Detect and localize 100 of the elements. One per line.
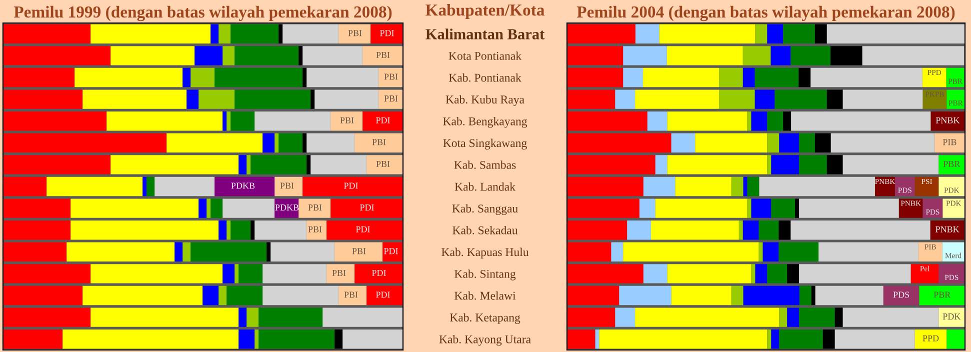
- bar: [106, 112, 223, 131]
- bar: [567, 46, 624, 66]
- bar: [774, 90, 827, 109]
- annotation: PBI: [352, 248, 366, 254]
- annotation: PPD: [922, 335, 939, 342]
- bar: [731, 286, 744, 306]
- bar: [791, 112, 931, 131]
- bar: [186, 90, 199, 109]
- bar: [767, 112, 784, 131]
- bar: [758, 220, 779, 240]
- bar: [378, 68, 403, 88]
- y-tick-label: Kab. Sekadau: [452, 226, 518, 234]
- bar: [262, 286, 339, 306]
- bar: [623, 242, 759, 262]
- bar: [254, 330, 259, 349]
- bar: [830, 46, 862, 66]
- bar: [643, 68, 720, 88]
- bar: [815, 286, 884, 306]
- bar: [314, 90, 379, 109]
- bar: [795, 198, 800, 218]
- annotation: PBI: [372, 139, 386, 146]
- bar: [767, 264, 788, 284]
- bar: [799, 155, 827, 174]
- bar: [743, 286, 800, 306]
- bar: [306, 68, 379, 88]
- bar: [627, 220, 651, 240]
- bar: [567, 133, 672, 152]
- bar: [619, 286, 672, 306]
- bar: [166, 133, 263, 152]
- y-tick-label: Kab. Landak: [454, 182, 516, 191]
- bar: [842, 155, 939, 174]
- bar: [3, 330, 63, 349]
- bar: [262, 264, 327, 284]
- bar: [567, 220, 628, 240]
- bar: [3, 242, 67, 262]
- bar: [206, 198, 211, 218]
- annotation: PDKB: [275, 204, 299, 210]
- bar: [758, 242, 763, 262]
- y-tick-label: Kalimantan Barat: [426, 28, 545, 40]
- bar: [779, 308, 788, 327]
- bar: [82, 90, 187, 109]
- bar: [234, 46, 299, 66]
- bar: [282, 24, 339, 44]
- bar: [218, 286, 227, 306]
- bar: [862, 46, 964, 66]
- bar: [790, 220, 930, 240]
- bar: [783, 112, 792, 131]
- bar: [834, 308, 843, 327]
- y-tick-label: Kab. Pontianak: [448, 73, 522, 82]
- bar: [875, 176, 895, 196]
- bar: [222, 264, 235, 284]
- bar: [567, 242, 612, 262]
- bar: [74, 68, 183, 88]
- bar: [3, 46, 111, 66]
- annotation: PDS: [893, 292, 910, 298]
- annotation: PDK: [942, 314, 961, 320]
- bar: [799, 286, 812, 306]
- bar: [767, 330, 772, 349]
- bar: [799, 308, 835, 327]
- annotation: PBI: [384, 74, 398, 80]
- bar: [826, 155, 843, 174]
- bar: [142, 176, 147, 196]
- bar: [222, 46, 235, 66]
- bar: [298, 46, 303, 66]
- y-tick-label: Kab. Kubu Raya: [446, 95, 524, 106]
- bar: [190, 68, 215, 88]
- bar: [378, 90, 403, 109]
- bar: [826, 90, 843, 109]
- bar: [370, 24, 403, 44]
- bar: [306, 133, 355, 152]
- bar: [46, 176, 143, 196]
- bar: [278, 133, 303, 152]
- bar: [250, 220, 255, 240]
- bar: [778, 242, 819, 262]
- bar: [671, 286, 732, 306]
- bar: [667, 264, 752, 284]
- bar: [743, 176, 748, 196]
- annotation: PNBK: [936, 226, 960, 232]
- bar: [942, 242, 964, 262]
- bar: [842, 308, 939, 327]
- bar: [567, 330, 596, 349]
- bar: [779, 133, 800, 152]
- annotation: PBI: [308, 204, 322, 210]
- bar: [747, 176, 760, 196]
- bar: [635, 24, 660, 44]
- bar: [799, 264, 911, 284]
- bar: [266, 242, 271, 262]
- bar: [3, 68, 75, 88]
- bar: [198, 198, 207, 218]
- bar: [254, 220, 307, 240]
- bar: [639, 198, 656, 218]
- bar: [754, 90, 775, 109]
- bar: [922, 198, 943, 218]
- bar: [615, 90, 636, 109]
- bar: [222, 198, 275, 218]
- bar: [567, 308, 616, 327]
- bar: [635, 308, 780, 327]
- annotation: PBR: [934, 292, 951, 298]
- bar: [751, 198, 772, 218]
- bar: [666, 46, 743, 66]
